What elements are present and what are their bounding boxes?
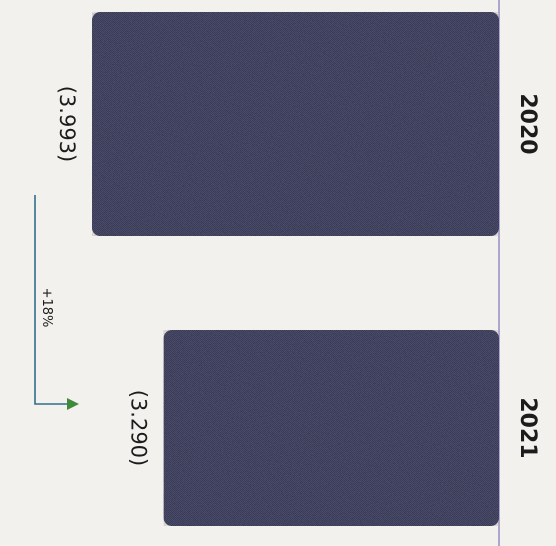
bar-2021 bbox=[163, 330, 499, 526]
category-label-2021: 2021 bbox=[515, 397, 540, 458]
bar-2020 bbox=[92, 12, 499, 236]
category-label-2020: 2020 bbox=[515, 93, 540, 154]
arrow-head-icon bbox=[67, 398, 79, 410]
change-annotation: +18% bbox=[39, 288, 54, 328]
value-label-2020: (3.993) bbox=[55, 86, 79, 163]
change-arrow-line bbox=[34, 195, 69, 405]
value-label-2021: (3.290) bbox=[127, 390, 151, 467]
